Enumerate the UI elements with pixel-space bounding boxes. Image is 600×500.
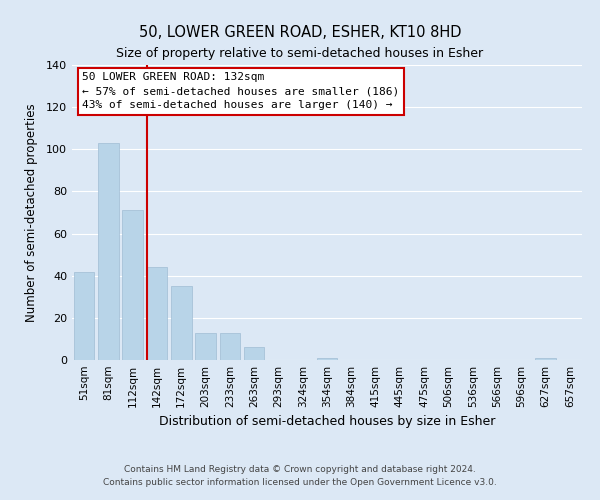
Y-axis label: Number of semi-detached properties: Number of semi-detached properties	[25, 103, 38, 322]
Bar	[74, 272, 94, 360]
Bar	[244, 348, 265, 360]
Bar	[122, 210, 143, 360]
Text: Size of property relative to semi-detached houses in Esher: Size of property relative to semi-detach…	[116, 48, 484, 60]
Text: Contains public sector information licensed under the Open Government Licence v3: Contains public sector information licen…	[103, 478, 497, 487]
Bar	[220, 332, 240, 360]
Bar	[98, 143, 119, 360]
Bar	[146, 268, 167, 360]
Bar	[317, 358, 337, 360]
Bar	[195, 332, 216, 360]
Text: 50, LOWER GREEN ROAD, ESHER, KT10 8HD: 50, LOWER GREEN ROAD, ESHER, KT10 8HD	[139, 25, 461, 40]
Bar	[535, 358, 556, 360]
Text: 50 LOWER GREEN ROAD: 132sqm
← 57% of semi-detached houses are smaller (186)
43% : 50 LOWER GREEN ROAD: 132sqm ← 57% of sem…	[82, 72, 400, 110]
Text: Contains HM Land Registry data © Crown copyright and database right 2024.: Contains HM Land Registry data © Crown c…	[124, 466, 476, 474]
Bar	[171, 286, 191, 360]
X-axis label: Distribution of semi-detached houses by size in Esher: Distribution of semi-detached houses by …	[159, 416, 495, 428]
